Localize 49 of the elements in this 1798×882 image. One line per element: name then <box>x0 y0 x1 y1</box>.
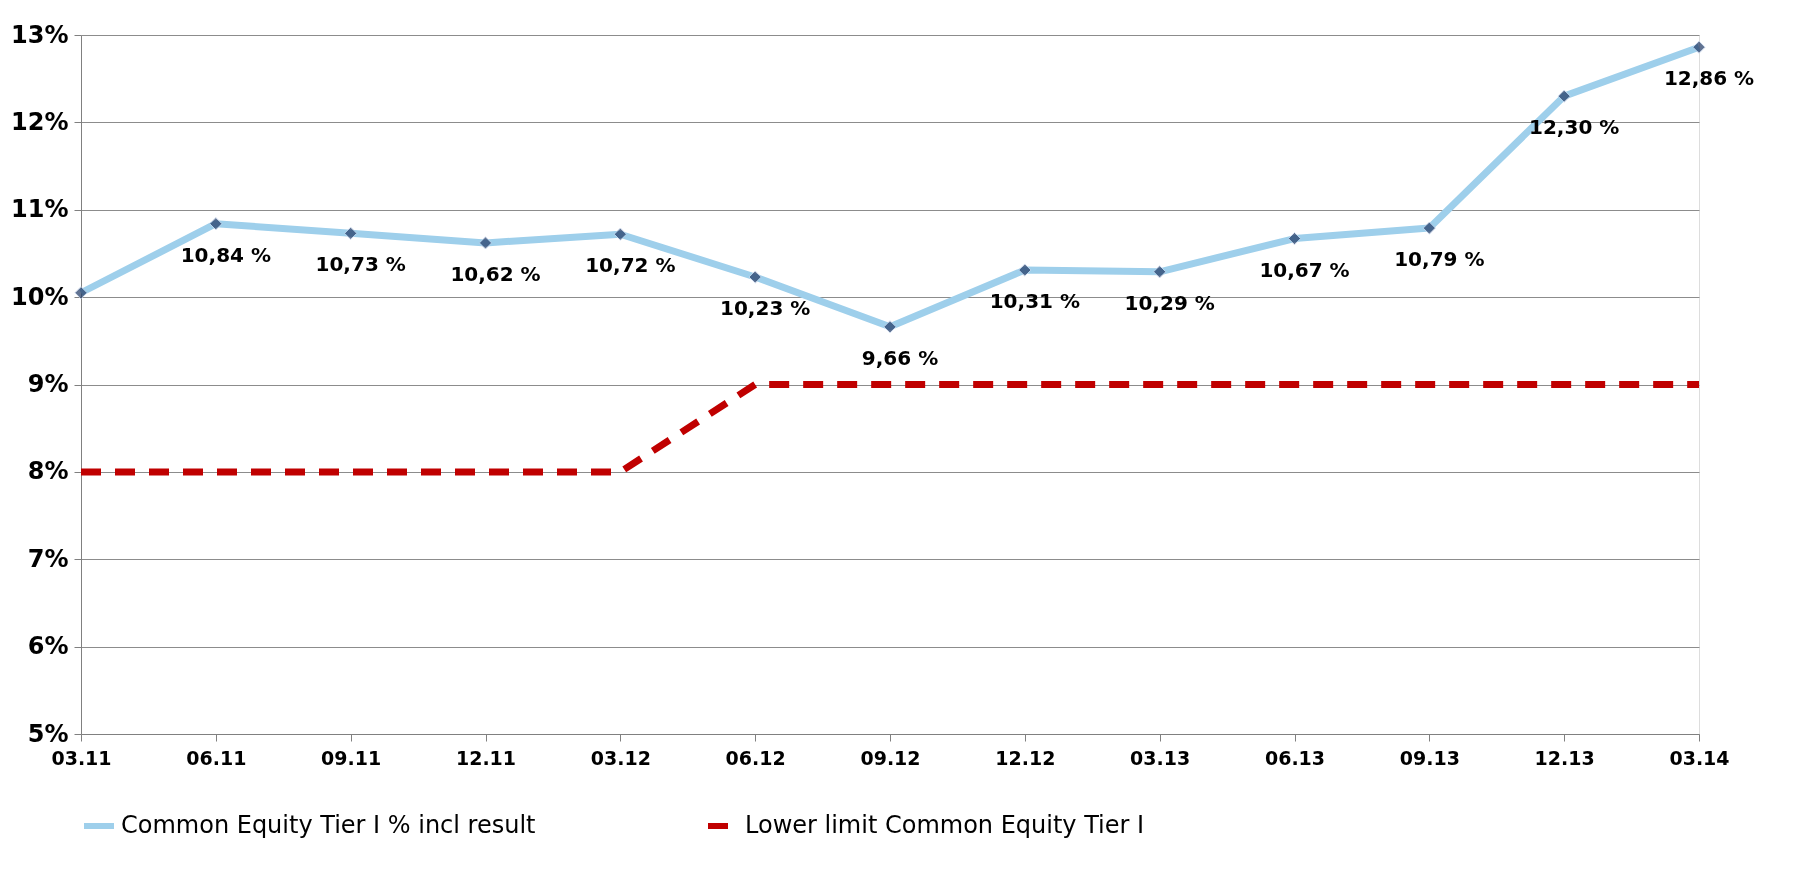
point <box>748 270 762 284</box>
point <box>1287 231 1302 246</box>
data-label: 10,23 % <box>720 296 811 321</box>
point <box>344 226 358 240</box>
y-tick-label: 8% <box>27 457 69 486</box>
data-label: 12,86 % <box>1663 66 1755 91</box>
y-tick-label: 13% <box>11 20 69 49</box>
data-label: 10,29 % <box>1124 290 1215 315</box>
point <box>1153 265 1167 279</box>
point <box>1422 221 1436 235</box>
x-tick-label: 06.13 <box>1264 746 1326 769</box>
point <box>209 217 223 231</box>
data-label: 10,67 % <box>1259 257 1350 282</box>
x-tick-label: 03.13 <box>1130 746 1191 769</box>
y-tick-label: 12% <box>11 107 69 136</box>
y-tick-label: 10% <box>11 282 69 311</box>
x-tick-label: 06.12 <box>725 746 786 769</box>
legend-label: Lower limit Common Equity Tier I <box>745 811 1145 839</box>
x-tick-label: 06.11 <box>186 746 247 769</box>
data-label: 10,84 % <box>180 242 271 267</box>
x-tick-label: 09.11 <box>321 746 382 769</box>
point <box>883 320 897 334</box>
point <box>1018 263 1032 277</box>
data-label: 10,79 % <box>1394 247 1485 272</box>
data-label: 10,31 % <box>989 289 1080 314</box>
y-tick-label: 7% <box>27 544 69 573</box>
x-tick-label: 12.13 <box>1534 746 1595 769</box>
y-tick-label: 5% <box>27 719 69 748</box>
x-tick-label: 09.12 <box>860 746 921 769</box>
y-tick-label: 6% <box>27 632 69 661</box>
point <box>1557 89 1571 103</box>
data-label: 10,62 % <box>450 261 541 286</box>
point <box>74 286 88 300</box>
y-tick-label: 11% <box>11 195 69 224</box>
data-label: 10,73 % <box>315 252 406 277</box>
data-label: 12,30 % <box>1529 115 1620 140</box>
x-tick-label: 03.12 <box>590 746 651 769</box>
x-tick-label: 03.14 <box>1669 746 1730 769</box>
point <box>613 227 627 241</box>
x-tick-label: 09.13 <box>1399 746 1460 769</box>
point <box>478 236 493 250</box>
data-label: 9,66 % <box>861 345 939 370</box>
x-tick-label: 12.12 <box>995 746 1056 769</box>
x-tick-label: 12.11 <box>455 746 517 769</box>
data-label: 10,72 % <box>585 253 676 278</box>
point <box>1692 40 1706 54</box>
y-tick-label: 9% <box>27 370 69 398</box>
x-tick-label: 03.11 <box>51 746 112 769</box>
legend-label: Common Equity Tier I % incl result <box>121 811 536 839</box>
